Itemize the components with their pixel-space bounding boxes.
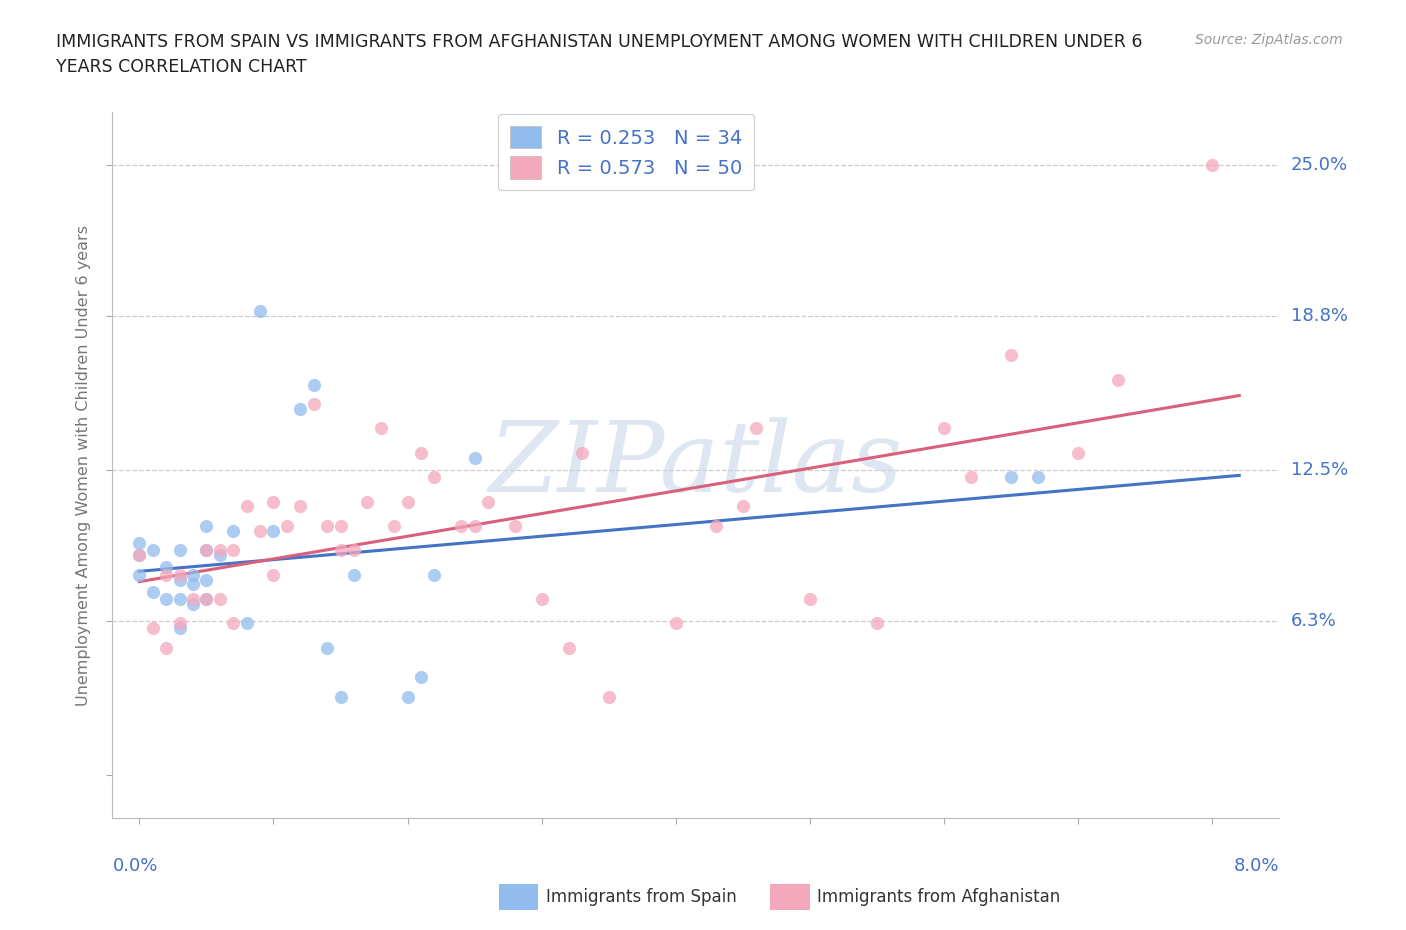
Point xyxy=(169,543,191,558)
Point xyxy=(155,591,177,606)
Point xyxy=(665,616,688,631)
Point xyxy=(195,543,218,558)
Point xyxy=(598,689,620,704)
Point xyxy=(181,596,204,611)
Point xyxy=(249,304,271,319)
Point xyxy=(932,421,955,436)
Point xyxy=(1000,470,1022,485)
Point xyxy=(222,616,245,631)
Point xyxy=(329,519,352,534)
Text: ZIPatlas: ZIPatlas xyxy=(489,418,903,512)
Point xyxy=(128,548,150,563)
Point xyxy=(799,591,821,606)
Text: 0.0%: 0.0% xyxy=(112,857,157,875)
Point xyxy=(343,543,366,558)
Point xyxy=(450,519,472,534)
Point xyxy=(142,621,165,636)
Text: Immigrants from Afghanistan: Immigrants from Afghanistan xyxy=(817,887,1060,906)
Text: IMMIGRANTS FROM SPAIN VS IMMIGRANTS FROM AFGHANISTAN UNEMPLOYMENT AMONG WOMEN WI: IMMIGRANTS FROM SPAIN VS IMMIGRANTS FROM… xyxy=(56,33,1143,50)
Point xyxy=(208,548,231,563)
Point xyxy=(464,519,486,534)
Point xyxy=(731,499,754,514)
Point xyxy=(169,572,191,587)
Text: YEARS CORRELATION CHART: YEARS CORRELATION CHART xyxy=(56,58,307,75)
Point xyxy=(169,591,191,606)
Point xyxy=(208,543,231,558)
Point xyxy=(557,641,579,656)
Point xyxy=(1108,372,1130,387)
Point xyxy=(290,499,312,514)
Point xyxy=(262,524,284,538)
Point xyxy=(866,616,889,631)
Point xyxy=(222,543,245,558)
Text: Immigrants from Spain: Immigrants from Spain xyxy=(546,887,737,906)
Point xyxy=(155,567,177,582)
Point xyxy=(169,621,191,636)
Point xyxy=(262,494,284,509)
Point xyxy=(142,543,165,558)
Point xyxy=(423,470,446,485)
Point xyxy=(235,616,257,631)
Point xyxy=(745,421,768,436)
Point xyxy=(155,560,177,575)
Text: 8.0%: 8.0% xyxy=(1234,857,1279,875)
Point xyxy=(503,519,526,534)
Point xyxy=(169,616,191,631)
Point xyxy=(396,689,419,704)
Point xyxy=(169,567,191,582)
Point xyxy=(464,450,486,465)
Y-axis label: Unemployment Among Women with Children Under 6 years: Unemployment Among Women with Children U… xyxy=(76,224,91,706)
Point xyxy=(382,519,405,534)
Point xyxy=(530,591,553,606)
Point xyxy=(356,494,378,509)
Text: 25.0%: 25.0% xyxy=(1291,156,1348,174)
Point xyxy=(704,519,727,534)
Text: 18.8%: 18.8% xyxy=(1291,307,1347,326)
Point xyxy=(370,421,392,436)
Point xyxy=(571,445,593,460)
Point xyxy=(316,641,339,656)
Point xyxy=(343,567,366,582)
Point xyxy=(235,499,257,514)
Point xyxy=(329,689,352,704)
Point xyxy=(1000,348,1022,363)
Point xyxy=(128,567,150,582)
Point xyxy=(181,567,204,582)
Point xyxy=(1067,445,1090,460)
Point xyxy=(329,543,352,558)
Point xyxy=(1026,470,1049,485)
Text: 12.5%: 12.5% xyxy=(1291,461,1348,479)
Text: 6.3%: 6.3% xyxy=(1291,612,1336,630)
Point xyxy=(195,591,218,606)
Point xyxy=(195,591,218,606)
Point xyxy=(181,591,204,606)
Text: Source: ZipAtlas.com: Source: ZipAtlas.com xyxy=(1195,33,1343,46)
Point xyxy=(142,584,165,599)
Point xyxy=(302,396,325,411)
Point xyxy=(316,519,339,534)
Point xyxy=(208,591,231,606)
Point xyxy=(222,524,245,538)
Point xyxy=(195,572,218,587)
Point xyxy=(155,641,177,656)
Point xyxy=(262,567,284,582)
Point xyxy=(423,567,446,582)
Point xyxy=(409,445,432,460)
Point xyxy=(1201,158,1223,173)
Point xyxy=(128,548,150,563)
Point xyxy=(195,543,218,558)
Point xyxy=(396,494,419,509)
Point xyxy=(302,378,325,392)
Point xyxy=(409,670,432,684)
Point xyxy=(195,519,218,534)
Legend: R = 0.253   N = 34, R = 0.573   N = 50: R = 0.253 N = 34, R = 0.573 N = 50 xyxy=(498,114,754,191)
Point xyxy=(960,470,983,485)
Point xyxy=(249,524,271,538)
Point xyxy=(276,519,298,534)
Point xyxy=(128,536,150,551)
Point xyxy=(181,577,204,591)
Point xyxy=(477,494,499,509)
Point xyxy=(290,402,312,417)
